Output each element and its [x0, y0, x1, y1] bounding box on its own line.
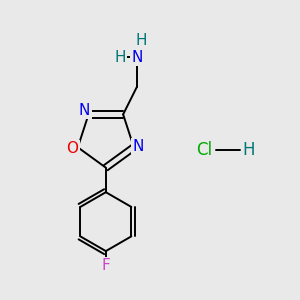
- Text: F: F: [101, 258, 110, 273]
- Text: H: H: [114, 50, 126, 65]
- Text: H: H: [135, 33, 147, 48]
- Text: N: N: [131, 50, 142, 65]
- Text: N: N: [79, 103, 90, 118]
- Text: N: N: [132, 139, 143, 154]
- Text: H: H: [242, 141, 254, 159]
- Text: O: O: [66, 141, 78, 156]
- Text: Cl: Cl: [196, 141, 212, 159]
